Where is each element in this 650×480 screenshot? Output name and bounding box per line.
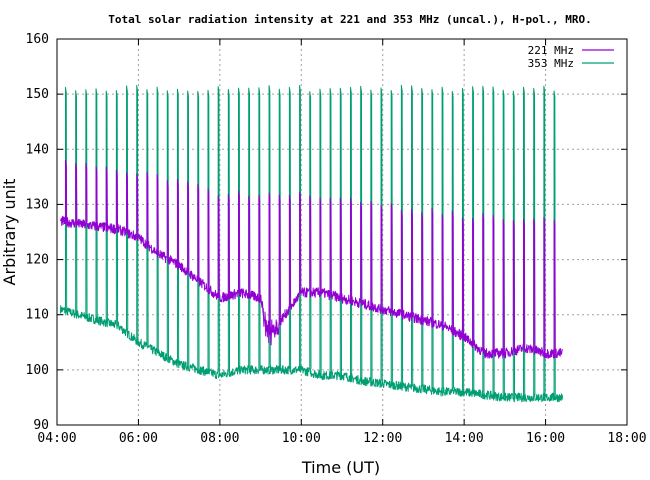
x-tick-label: 14:00 <box>445 431 484 446</box>
y-tick-label: 100 <box>26 363 49 378</box>
y-tick-label: 150 <box>26 87 49 102</box>
chart-title: Total solar radiation intensity at 221 a… <box>108 13 591 26</box>
plot-frame <box>56 38 628 426</box>
x-tick-label: 04:00 <box>37 431 76 446</box>
y-tick-label: 160 <box>26 32 49 47</box>
x-tick-label: 18:00 <box>607 431 646 446</box>
grid <box>57 39 627 425</box>
series-353-line <box>59 84 564 403</box>
y-tick-label: 140 <box>26 142 49 157</box>
x-tick-label: 06:00 <box>119 431 158 446</box>
y-tick-label: 110 <box>26 308 49 323</box>
x-axis-label: Time (UT) <box>301 458 380 477</box>
y-tick-label: 90 <box>33 418 49 433</box>
x-tick-label: 12:00 <box>363 431 402 446</box>
legend-label: 353 MHz <box>528 57 574 70</box>
legend-label: 221 MHz <box>528 44 574 57</box>
series-221-line <box>60 159 563 359</box>
y-axis-label: Arbitrary unit <box>0 179 19 286</box>
x-tick-label: 16:00 <box>526 431 565 446</box>
x-tick-label: 10:00 <box>282 431 321 446</box>
series-layer <box>59 84 564 403</box>
axis-ticks: 04:00 06:00 08:00 10:00 12:00 14:00 16:00 18:00… <box>26 32 647 446</box>
y-tick-label: 130 <box>26 197 49 212</box>
y-tick-label: 120 <box>26 253 49 268</box>
x-tick-label: 08:00 <box>200 431 239 446</box>
